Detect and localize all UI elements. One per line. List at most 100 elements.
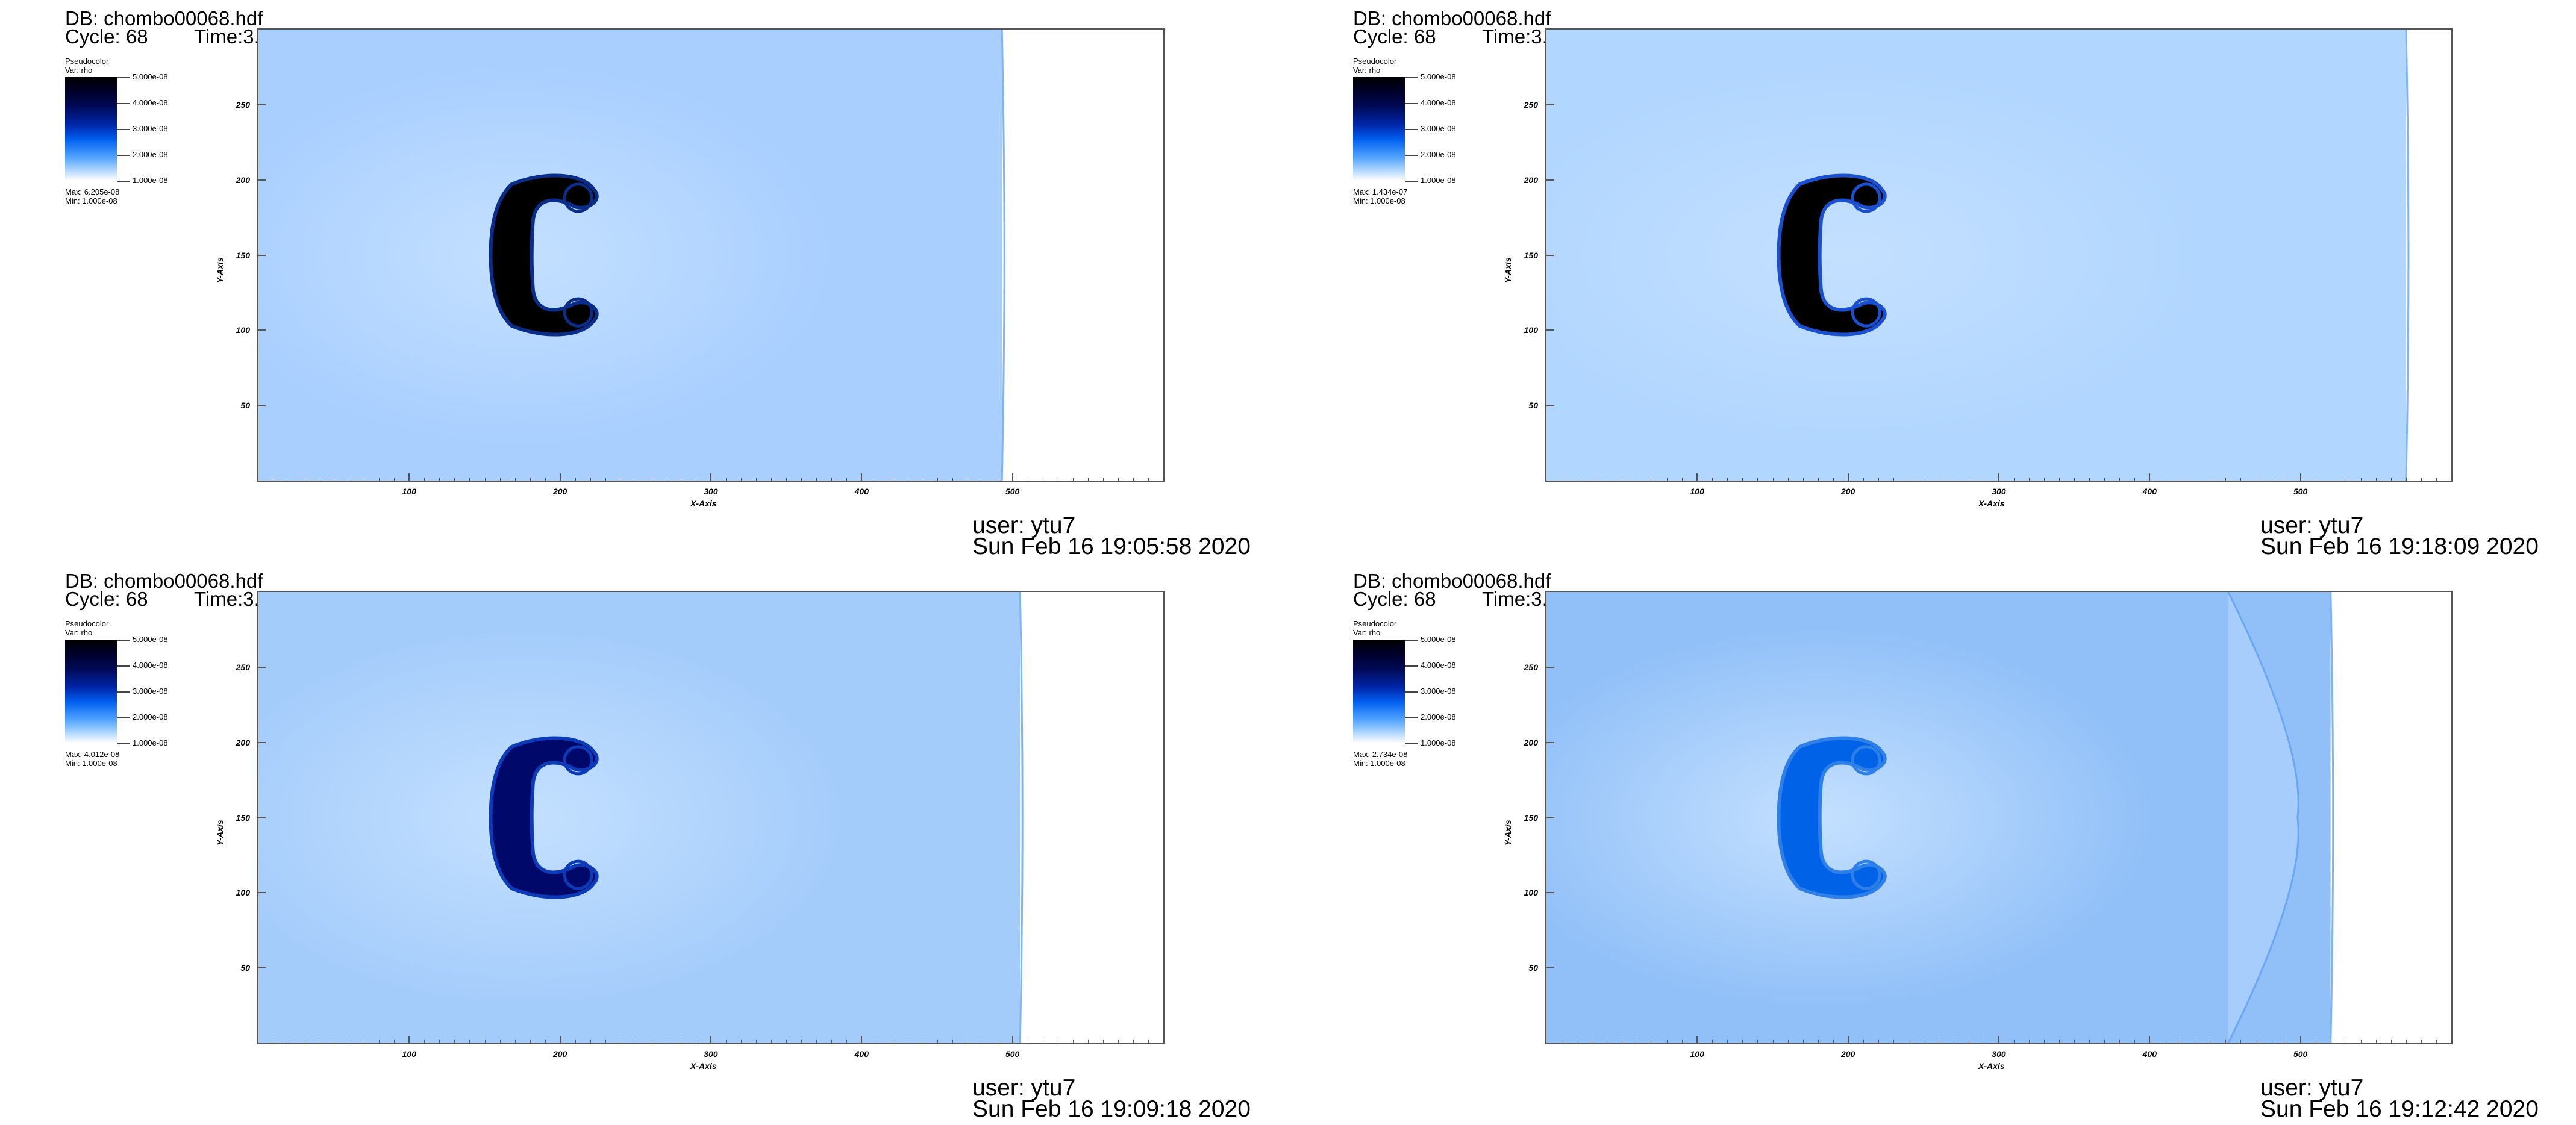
x-tick [2299,473,2301,482]
unshocked-region [1002,30,1163,481]
x-minor-tick [2390,478,2392,482]
x-tick-label: 200 [552,487,567,496]
timestamp-label: Sun Feb 16 19:09:18 2020 [972,1096,1251,1122]
x-minor-tick [1818,1040,1819,1044]
x-tick-label: 500 [1005,487,1020,496]
x-tick [1847,1036,1849,1044]
legend-plot-name: Pseudocolor [1353,619,1397,628]
x-minor-tick [816,1040,818,1044]
x-minor-tick [2390,1040,2392,1044]
colorbar-tick [117,717,130,718]
x-minor-tick [2436,478,2437,482]
x-minor-tick [2421,478,2422,482]
density-field-svg [1546,30,2451,481]
x-minor-tick [469,1040,470,1044]
y-tick-label: 250 [1524,99,1538,110]
shock-front [1019,592,1024,1043]
x-minor-tick [1667,1040,1668,1044]
x-minor-tick [499,1040,501,1044]
y-tick-label: 50 [240,963,250,973]
y-tick [1545,104,1554,105]
db-label: DB: chombo00068.hdf [65,7,263,30]
colorbar-tick [117,155,130,156]
x-minor-tick [2134,478,2136,482]
x-minor-tick [2360,478,2362,482]
colorbar [65,77,117,181]
upper-vortex [563,182,593,213]
y-tick [1545,666,1554,668]
x-minor-tick [2375,478,2377,482]
x-tick [2299,1036,2301,1044]
x-minor-tick [726,478,727,482]
x-minor-tick [394,1040,395,1044]
x-tick [710,473,711,482]
max-value: Max: 4.012e-08 [65,750,120,759]
x-minor-tick [545,478,546,482]
lower-vortex [563,859,593,890]
y-tick-label: 100 [236,888,250,898]
x-minor-tick [2059,1040,2060,1044]
lower-vortex [1851,859,1881,890]
y-axis-label: Y-Axis [1503,820,1513,846]
x-minor-tick [2240,1040,2241,1044]
colorbar-tick-label: 2.000e-08 [1421,712,1456,721]
x-minor-tick [530,1040,531,1044]
timestamp-label: Sun Feb 16 19:12:42 2020 [2260,1096,2539,1122]
x-tick [408,473,410,482]
y-tick-label: 50 [1528,400,1538,411]
x-tick-label: 500 [2293,1049,2308,1059]
user-label: user: ytu7 [972,1075,1076,1101]
x-minor-tick [771,478,772,482]
colorbar-tick [1405,77,1418,78]
x-tick-label: 300 [1992,1049,2006,1059]
x-tick-label: 100 [1690,487,1704,496]
y-tick-label: 150 [236,250,250,260]
x-minor-tick [2406,478,2407,482]
x-minor-tick [1772,1040,1774,1044]
user-label: user: ytu7 [2260,1075,2364,1101]
x-tick [1011,1036,1013,1044]
x-minor-tick [1863,1040,1864,1044]
x-minor-tick [1833,478,1834,482]
colorbar-tick [1405,665,1418,667]
x-minor-tick [726,1040,727,1044]
x-tick-label: 200 [1840,1049,1855,1059]
y-tick [1545,892,1554,894]
ambient-density-region [258,30,1002,481]
x-minor-tick [1893,1040,1894,1044]
x-minor-tick [1727,1040,1728,1044]
x-minor-tick [2225,1040,2226,1044]
x-minor-tick [801,478,802,482]
dense-cloud [1777,736,1887,899]
y-tick [1545,817,1554,818]
legend-variable: Var: rho [65,66,93,75]
x-minor-tick [741,478,742,482]
x-minor-tick [1742,1040,1743,1044]
x-tick [1696,473,1698,482]
x-minor-tick [2421,1040,2422,1044]
x-minor-tick [469,478,470,482]
x-minor-tick [1818,478,1819,482]
x-minor-tick [1787,478,1789,482]
legend-variable: Var: rho [65,628,93,637]
cycle-label: Cycle: 68 [65,25,148,48]
x-minor-tick [575,1040,576,1044]
x-minor-tick [1802,478,1804,482]
x-minor-tick [1133,1040,1134,1044]
x-minor-tick [1757,1040,1758,1044]
y-tick [257,967,266,969]
y-tick [257,104,266,105]
lower-vortex [1851,297,1881,328]
x-minor-tick [1833,1040,1834,1044]
x-minor-tick [2134,1040,2136,1044]
colorbar-tick-label: 1.000e-08 [133,738,168,747]
x-tick [1998,1036,1999,1044]
x-tick-label: 500 [1005,1049,1020,1059]
x-minor-tick [439,1040,440,1044]
x-minor-tick [952,478,953,482]
y-tick-label: 200 [1524,175,1538,185]
y-tick-label: 100 [236,325,250,335]
dense-cloud [489,173,599,337]
x-minor-tick [2029,1040,2030,1044]
x-minor-tick [816,478,818,482]
